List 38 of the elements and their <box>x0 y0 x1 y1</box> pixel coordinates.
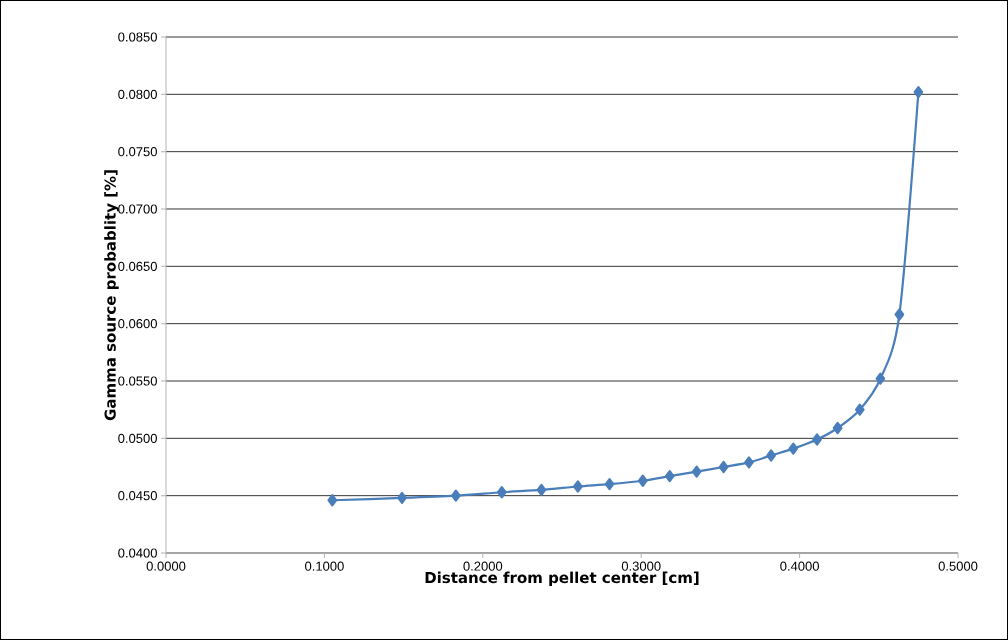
y-tick-label: 0.0800 <box>118 89 157 99</box>
y-tick-label: 0.0400 <box>118 548 157 558</box>
y-tick-label: 0.0850 <box>118 32 157 42</box>
point <box>875 372 886 385</box>
point <box>327 494 338 507</box>
x-tick-label: 0.0000 <box>146 561 186 571</box>
point <box>496 486 507 499</box>
y-tick-label: 0.0750 <box>118 147 157 157</box>
x-tick-label: 0.4000 <box>780 561 819 571</box>
x-tick-label: 0.3000 <box>621 561 661 571</box>
point <box>913 85 924 99</box>
x-tick-label: 0.2000 <box>463 561 503 571</box>
point <box>637 474 648 487</box>
point <box>788 442 799 455</box>
x-axis-title: Distance from pellet center [cm] <box>425 571 699 587</box>
point <box>832 421 843 435</box>
y-tick-label: 0.0450 <box>118 491 157 501</box>
point <box>718 460 729 474</box>
y-tick-label: 0.0550 <box>118 376 157 386</box>
y-tick-label: 0.0500 <box>118 433 157 443</box>
point <box>604 478 615 491</box>
point <box>536 483 547 497</box>
point <box>766 449 776 462</box>
point <box>854 403 865 416</box>
point <box>691 465 702 478</box>
point <box>894 308 905 321</box>
y-axis-title: Gamma source probablity [%] <box>104 170 119 421</box>
y-tick-label: 0.0600 <box>118 319 157 329</box>
y-tick-label: 0.0700 <box>118 204 157 214</box>
y-tick-label: 0.0650 <box>118 261 157 271</box>
point <box>573 480 583 493</box>
point <box>664 470 675 483</box>
x-tick-label: 0.1000 <box>305 561 344 571</box>
point <box>451 489 461 502</box>
point <box>812 433 822 446</box>
point <box>397 491 407 505</box>
x-tick-label: 0.5000 <box>938 561 978 571</box>
point <box>744 456 754 469</box>
